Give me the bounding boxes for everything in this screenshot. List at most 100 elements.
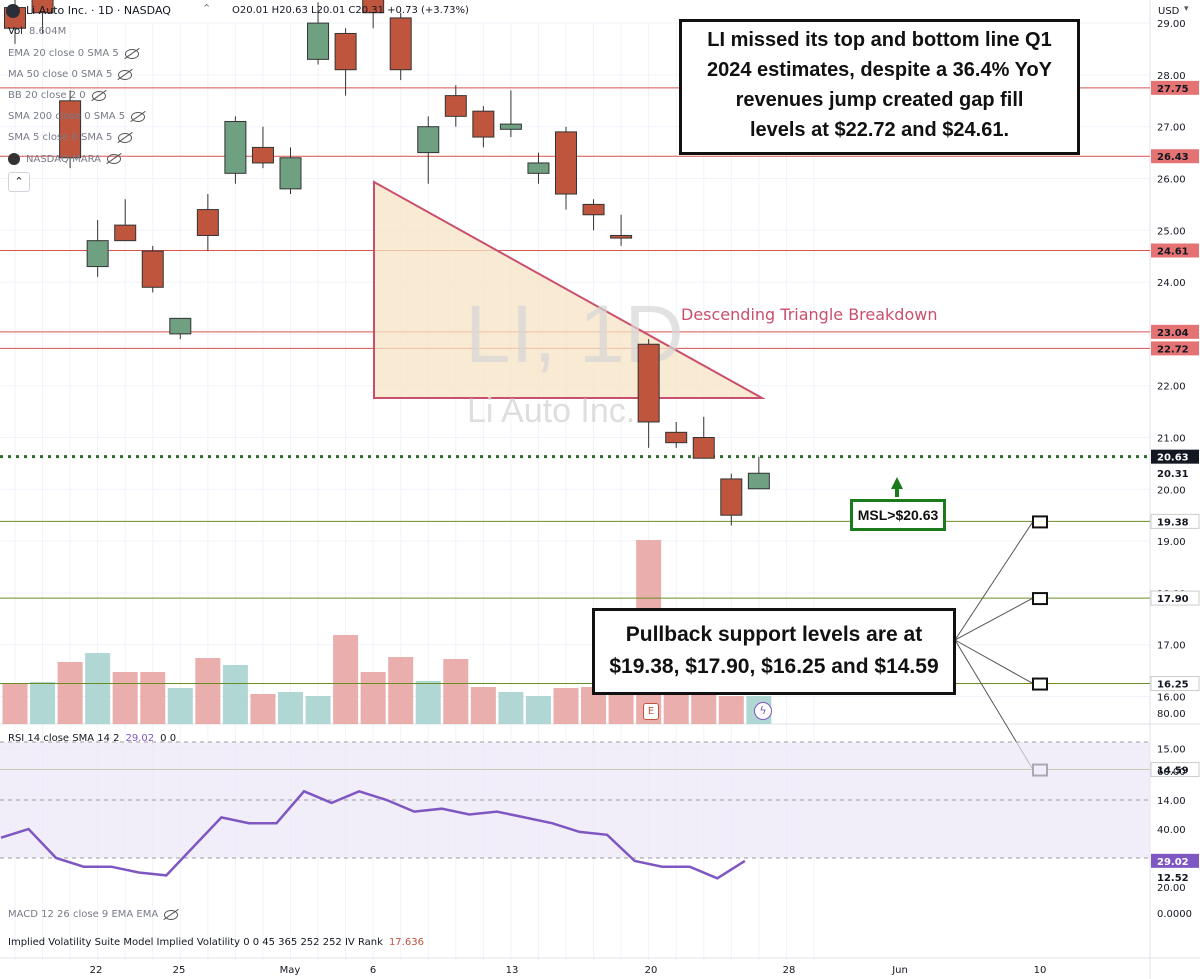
currency-chevron-icon[interactable]: ▾: [1184, 4, 1189, 14]
symbol-title[interactable]: Li Auto Inc. · 1D · NASDAQ: [26, 4, 171, 17]
volume-bar: [140, 672, 166, 724]
connector-line: [954, 597, 1034, 641]
candle-up[interactable]: [747, 472, 770, 490]
volume-bar: [195, 658, 221, 724]
candle-down[interactable]: [444, 95, 467, 117]
hidden-eye-icon[interactable]: [124, 48, 139, 59]
hidden-eye-icon[interactable]: [118, 132, 133, 143]
rsi-panel: 80.00 60.00 40.00 20.00 0.0000 29.02: [0, 709, 1199, 920]
hidden-eye-icon[interactable]: [91, 90, 106, 101]
price-level-tag: [1150, 762, 1200, 778]
candle-down[interactable]: [362, 0, 385, 14]
volume-bar: [553, 688, 579, 724]
earnings-marker[interactable]: E: [643, 703, 659, 720]
hidden-eye-icon[interactable]: [106, 154, 121, 164]
y-tick-label: 29.00: [1157, 19, 1186, 30]
candle-down[interactable]: [472, 110, 495, 138]
volume-bar: [360, 672, 386, 724]
triangle-label: Descending Triangle Breakdown: [681, 305, 937, 324]
candle-down[interactable]: [637, 343, 660, 423]
volume-bar: [278, 692, 303, 724]
candle-up[interactable]: [417, 126, 440, 154]
hidden-eye-icon[interactable]: [131, 111, 146, 122]
support-line-1: Pullback support levels are at: [625, 623, 923, 646]
rsi-tick-label: 40.00: [1157, 825, 1186, 836]
collapse-legend-button[interactable]: ⌃: [8, 172, 30, 192]
hidden-eye-icon[interactable]: [118, 69, 133, 80]
indicator-bb20[interactable]: BB 20 close 2 0: [8, 90, 106, 101]
volume-bar: [85, 653, 111, 724]
candle-down[interactable]: [389, 17, 412, 71]
candle-up[interactable]: [279, 157, 302, 190]
y-tick-label: 22.00: [1157, 382, 1186, 393]
candle-down[interactable]: [31, 0, 54, 14]
callout-line-2: 2024 estimates, despite a 36.4% YoY: [706, 59, 1052, 81]
candle-down[interactable]: [196, 209, 219, 236]
volume-bar: [333, 635, 359, 724]
price-level-tag: [1151, 80, 1199, 95]
candle-down[interactable]: [665, 431, 688, 444]
y-tick-label: 19.00: [1157, 537, 1186, 548]
volume-bar: [443, 659, 469, 724]
indicator-ema20[interactable]: EMA 20 close 0 SMA 5: [8, 48, 139, 59]
flash-news-icon[interactable]: ϟ: [754, 702, 772, 720]
candle-down[interactable]: [114, 224, 137, 242]
price-level-label: 22.72: [1157, 344, 1189, 355]
price-level-label: 23.04: [1157, 328, 1189, 339]
x-tick-label: 20: [645, 965, 658, 976]
y-tick-label: 15.00: [1157, 744, 1186, 755]
indicator-sma5[interactable]: SMA 5 close 0 SMA 5: [8, 132, 133, 143]
indicator-mara[interactable]: NASDAQ:MARA: [8, 153, 121, 165]
candle-up[interactable]: [86, 240, 109, 268]
volume-bar: [222, 665, 248, 724]
y-tick-label: 26.00: [1157, 175, 1186, 186]
x-axis: 22 25 May 6 13 20 28 Jun 10: [90, 965, 1047, 976]
candle-up[interactable]: [527, 162, 550, 174]
candle-down[interactable]: [141, 250, 164, 288]
price-level-label: 12.52: [1157, 873, 1189, 884]
msl-arrow: [891, 477, 903, 497]
vol-label: Vol: [8, 26, 23, 37]
rsi-value-label: 29.02: [1157, 857, 1189, 868]
currency-label[interactable]: USD: [1158, 6, 1180, 17]
x-tick-label: May: [280, 965, 301, 976]
y-tick-label: 20.00: [1157, 485, 1186, 496]
x-tick-label: Jun: [891, 965, 908, 976]
x-tick-label: 22: [90, 965, 103, 976]
candle-up[interactable]: [169, 317, 192, 335]
collapse-chevron-icon[interactable]: ⌃: [202, 2, 212, 15]
candle-up[interactable]: [499, 123, 522, 130]
candle-up[interactable]: [307, 22, 330, 60]
rsi-value-tag: [1151, 853, 1199, 868]
watermark-name: Li Auto Inc.: [467, 392, 635, 430]
candle-down[interactable]: [334, 32, 357, 71]
vol-value: 8.604M: [28, 26, 67, 37]
candle-down[interactable]: [555, 131, 577, 195]
candle-down[interactable]: [251, 146, 274, 164]
candle-down[interactable]: [59, 100, 82, 159]
iv-legend[interactable]: Implied Volatility Suite Model Implied V…: [8, 937, 424, 948]
ohlc-readout: O20.01 H20.63 L20.01 C20.31 +0.73 (+3.73…: [232, 5, 469, 16]
support-marker-box: [1032, 515, 1048, 529]
volume-bar: [498, 692, 524, 724]
candle-down[interactable]: [692, 437, 715, 459]
candles: [4, 0, 770, 526]
volume-bar: [167, 688, 193, 724]
rsi-extra: 0 0: [160, 733, 177, 744]
candle-down[interactable]: [720, 478, 743, 516]
price-level-label: 19.38: [1157, 517, 1189, 528]
candle-down[interactable]: [582, 203, 605, 216]
price-level-label: 20.31: [1157, 469, 1189, 480]
candle-up[interactable]: [224, 121, 247, 174]
rsi-tick-label: 80.00: [1157, 709, 1186, 720]
support-marker-box: [1032, 677, 1048, 691]
indicator-sma200[interactable]: SMA 200 close 0 SMA 5: [8, 111, 146, 122]
x-tick-label: 10: [1034, 965, 1047, 976]
indicator-ma50[interactable]: MA 50 close 0 SMA 5: [8, 69, 133, 80]
hidden-eye-icon[interactable]: [164, 909, 179, 920]
macd-legend[interactable]: MACD 12 26 close 9 EMA EMA: [8, 909, 179, 920]
rsi-legend[interactable]: RSI 14 close SMA 14 2 29.02 0 0: [8, 733, 177, 744]
price-level-tag: [1151, 466, 1199, 481]
volume-bar: [250, 694, 276, 724]
candle-down[interactable]: [610, 234, 633, 239]
